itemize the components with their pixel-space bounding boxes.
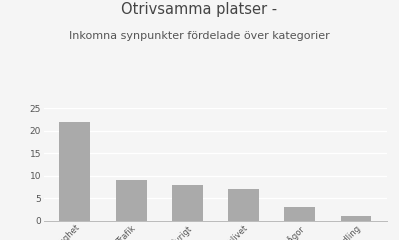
Bar (228, 189, 259, 221)
Bar (284, 207, 315, 221)
Bar (116, 180, 146, 221)
Text: Inkomna synpunkter fördelade över kategorier: Inkomna synpunkter fördelade över katego… (69, 31, 330, 41)
Bar (340, 216, 371, 221)
Bar (172, 185, 203, 221)
Text: Otrivsamma platser -: Otrivsamma platser - (121, 2, 278, 18)
Bar (59, 121, 91, 221)
